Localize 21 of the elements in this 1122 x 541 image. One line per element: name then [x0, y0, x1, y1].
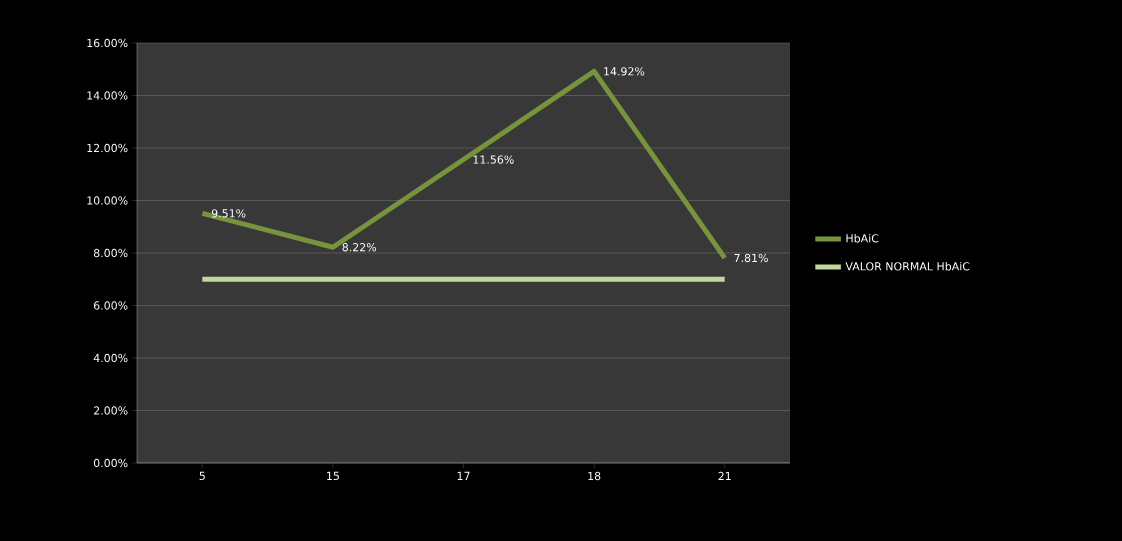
data-label: 9.51%: [211, 209, 246, 218]
y-tick-label: 16.00%: [87, 38, 128, 48]
y-tick-label: 4.00%: [93, 353, 128, 363]
data-label: 7.81%: [734, 253, 768, 263]
x-tick-label: 5: [199, 471, 205, 481]
x-tick-label: 15: [327, 471, 339, 481]
legend-label: HbAiC: [846, 233, 879, 243]
data-label: 11.56%: [473, 155, 514, 164]
y-tick-label: 2.00%: [93, 406, 128, 415]
y-tick-label: 12.00%: [87, 143, 128, 153]
x-tick-label: 18: [588, 471, 601, 481]
data-label: 14.92%: [604, 67, 645, 76]
y-tick-label: 10.00%: [87, 196, 128, 205]
x-tick-label: 17: [457, 471, 470, 480]
y-tick-label: 8.00%: [93, 248, 128, 258]
y-tick-label: 0.00%: [93, 458, 128, 468]
data-label: 8.22%: [342, 243, 377, 252]
x-tick-label: 21: [718, 471, 731, 481]
legend-label: VALOR NORMAL HbAiC: [845, 261, 970, 271]
y-tick-label: 14.00%: [87, 91, 128, 100]
y-tick-label: 6.00%: [93, 301, 128, 310]
